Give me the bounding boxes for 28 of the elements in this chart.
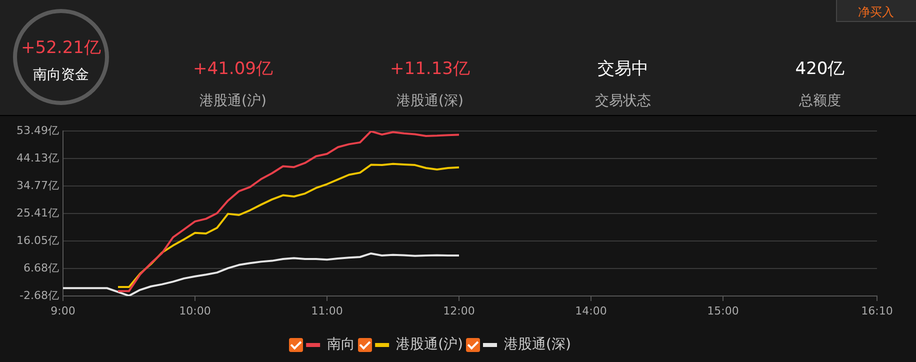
- x-tick-label: 16:10: [861, 304, 893, 318]
- y-tick-label: 53.49亿: [16, 124, 59, 137]
- text: 交易中: [598, 58, 648, 80]
- x-tick-label: 15:00: [707, 304, 739, 318]
- text: 净买入: [858, 4, 894, 21]
- text: +11.13亿: [390, 58, 470, 80]
- legend-label: 港股通(深): [504, 336, 571, 353]
- y-tick-label: 44.13亿: [16, 151, 59, 164]
- y-tick-label: 16.05亿: [16, 234, 59, 247]
- x-tick-label: 9:00: [50, 304, 76, 318]
- text: 420亿: [795, 58, 845, 80]
- text: 港股通(沪): [200, 92, 266, 110]
- text: 南向资金: [33, 66, 89, 84]
- text: +52.21亿: [21, 37, 101, 59]
- y-tick-label: 34.77亿: [16, 178, 59, 192]
- legend-label: 南向: [327, 336, 356, 353]
- text: 交易状态: [595, 92, 651, 110]
- text: 港股通(深): [396, 92, 464, 110]
- text: +41.09亿: [193, 58, 273, 80]
- y-tick-label: 25.41亿: [16, 206, 59, 220]
- text: 总额度: [799, 92, 841, 110]
- legend-label: 港股通(沪): [396, 336, 464, 353]
- x-tick-label: 11:00: [311, 304, 343, 318]
- x-tick-label: 14:00: [575, 304, 607, 318]
- x-tick-label: 10:00: [179, 304, 211, 318]
- y-tick-label: -2.68亿: [20, 288, 59, 302]
- y-tick-label: 6.68亿: [24, 261, 59, 274]
- x-tick-label: 12:00: [443, 304, 475, 318]
